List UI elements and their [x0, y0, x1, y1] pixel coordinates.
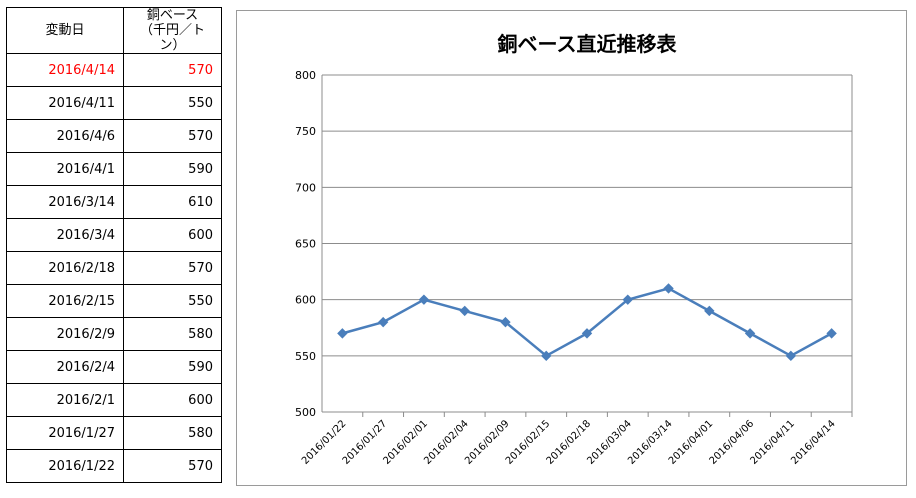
data-point: [663, 283, 674, 294]
table-header-row: 変動日 銅ベース （千円／トン）: [6, 7, 222, 54]
table-row: 2016/2/1 600: [6, 383, 222, 417]
y-tick-label: 800: [295, 69, 316, 82]
row-date: 2016/3/14: [6, 185, 124, 219]
data-point: [826, 328, 837, 339]
table-row: 2016/2/15 550: [6, 284, 222, 318]
data-point: [622, 294, 633, 305]
row-value: 570: [123, 53, 222, 87]
line-chart: 銅ベース直近推移表5005506006507007508002016/01/22…: [295, 32, 853, 467]
row-value: 610: [123, 185, 222, 219]
table-row: 2016/1/27 580: [6, 416, 222, 450]
row-date: 2016/2/15: [6, 284, 124, 318]
row-value: 570: [123, 251, 222, 285]
y-tick-label: 650: [295, 238, 316, 251]
data-point: [581, 328, 593, 339]
row-date: 2016/2/18: [6, 251, 124, 285]
data-point: [704, 305, 715, 317]
table-row: 2016/4/14 570: [6, 53, 222, 87]
row-date: 2016/3/4: [6, 218, 124, 252]
price-table: 変動日 銅ベース （千円／トン） 2016/4/14 570 2016/4/11 55…: [6, 7, 222, 483]
table-row: 2016/3/14 610: [6, 185, 222, 219]
row-value: 580: [123, 317, 222, 351]
y-tick-label: 700: [295, 181, 316, 194]
row-date: 2016/2/1: [6, 383, 124, 417]
table-row: 2016/4/1 590: [6, 152, 222, 186]
row-date: 2016/4/14: [6, 53, 124, 87]
series-line: [342, 287, 833, 358]
table-row: 2016/2/18 570: [6, 251, 222, 285]
header-value: 銅ベース （千円／トン）: [123, 7, 222, 54]
row-value: 600: [123, 218, 222, 252]
data-point: [500, 316, 511, 328]
data-point: [418, 294, 430, 305]
table-row: 2016/2/9 580: [6, 317, 222, 351]
table-row: 2016/2/4 590: [6, 350, 222, 384]
chart-area: 銅ベース直近推移表 500 550 600 650 700 750 800 2016/01/22…: [236, 10, 907, 486]
row-date: 2016/4/1: [6, 152, 124, 186]
row-value: 590: [123, 152, 222, 186]
data-point: [785, 350, 797, 362]
row-date: 2016/1/27: [6, 416, 124, 450]
row-value: 550: [123, 284, 222, 318]
row-date: 2016/2/4: [6, 350, 124, 384]
header-value-line2: （千円／トン）: [139, 23, 205, 53]
table-row: 2016/3/4 600: [6, 218, 222, 252]
row-value: 580: [123, 416, 222, 450]
row-value: 550: [123, 86, 222, 120]
data-point: [744, 328, 756, 339]
table-body: 2016/4/14 570 2016/4/11 550 2016/4/6 570 2016/…: [6, 53, 222, 483]
header-value-line1: 銅ベース: [146, 8, 199, 23]
table-row: 2016/4/6 570: [6, 119, 222, 153]
y-tick-label: 550: [295, 350, 316, 363]
table-row: 2016/1/22 570: [6, 449, 222, 483]
row-date: 2016/4/6: [6, 119, 124, 153]
row-date: 2016/2/9: [6, 317, 124, 351]
row-value: 600: [123, 383, 222, 417]
data-point: [337, 328, 348, 339]
row-value: 570: [123, 449, 222, 483]
row-value: 570: [123, 119, 222, 153]
row-date: 2016/4/11: [6, 86, 124, 120]
chart-title: 銅ベース直近推移表: [498, 32, 678, 56]
data-point: [377, 316, 389, 328]
row-value: 590: [123, 350, 222, 384]
data-point: [541, 350, 552, 362]
header-date: 変動日: [6, 7, 124, 54]
data-point: [459, 305, 470, 317]
y-tick-label: 600: [295, 294, 316, 307]
row-date: 2016/1/22: [6, 449, 124, 483]
y-tick-label: 750: [295, 125, 316, 138]
table-row: 2016/4/11 550: [6, 86, 222, 120]
y-tick-label: 500: [295, 406, 316, 419]
